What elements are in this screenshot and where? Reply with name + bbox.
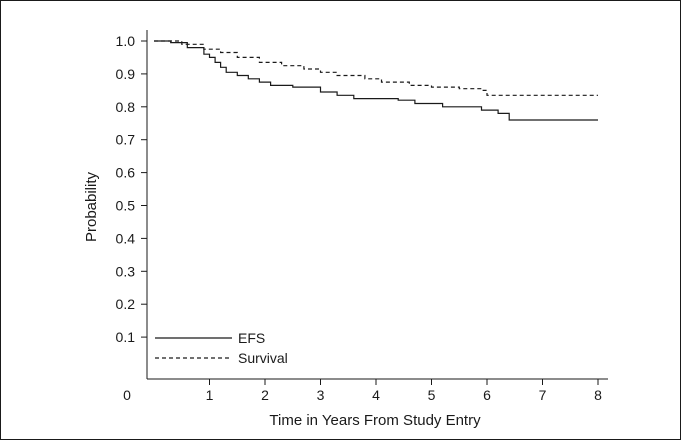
legend-survival-label: Survival <box>238 350 288 366</box>
x-axis-label: Time in Years From Study Entry <box>269 412 481 429</box>
x-tick-label: 3 <box>317 387 325 403</box>
y-ticks: 0.1 0.2 0.3 0.4 0.5 0.6 0.7 0.8 0.9 1.0 <box>116 33 147 345</box>
y-tick-label: 0.5 <box>116 198 136 214</box>
x-tick-label: 1 <box>206 387 214 403</box>
y-tick-label: 0.3 <box>116 263 136 279</box>
x-tick-label: 5 <box>428 387 436 403</box>
legend: EFS Survival <box>155 330 288 366</box>
x-ticks: 1 2 3 4 5 6 7 8 <box>206 379 602 403</box>
y-tick-label: 0.7 <box>116 132 136 148</box>
x-tick-label: 4 <box>372 387 380 403</box>
y-tick-label: 0.2 <box>116 296 136 312</box>
series-lines <box>154 40 598 121</box>
y-tick-label: 0.4 <box>116 230 136 246</box>
legend-efs-label: EFS <box>238 330 265 346</box>
x-tick-label: 7 <box>539 387 547 403</box>
y-tick-label: 1.0 <box>116 33 136 49</box>
x-tick-label: 8 <box>594 387 602 403</box>
y-tick-label: 0.1 <box>116 329 136 345</box>
y-axis-label: Probability <box>83 171 100 242</box>
y-tick-label: 0.9 <box>116 66 136 82</box>
y-tick-label: 0.8 <box>116 99 136 115</box>
series-line-survival <box>154 40 598 96</box>
origin-tick-label: 0 <box>123 387 131 403</box>
y-tick-label: 0.6 <box>116 165 136 181</box>
series-line-efs <box>154 40 598 121</box>
x-tick-label: 6 <box>483 387 491 403</box>
x-tick-label: 2 <box>261 387 269 403</box>
